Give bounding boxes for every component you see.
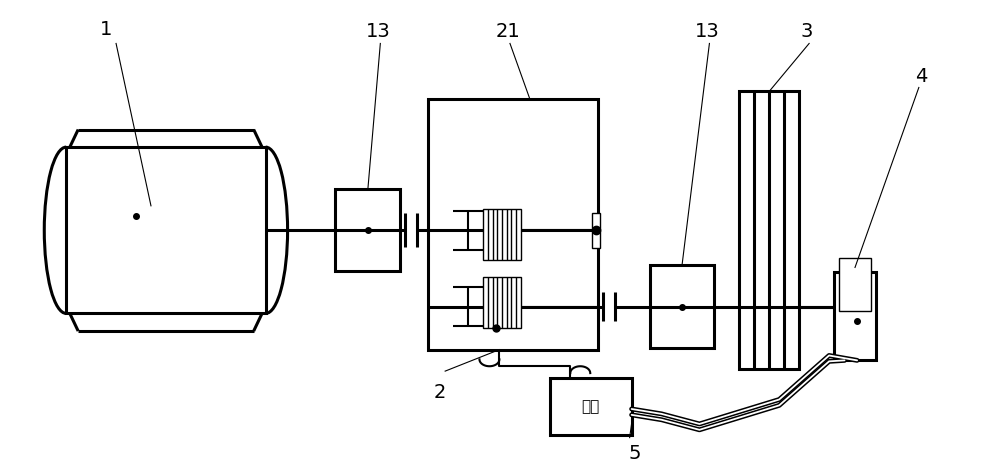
Bar [335, 189, 400, 271]
Text: 1: 1 [100, 20, 112, 38]
Text: 3: 3 [801, 22, 813, 41]
Bar [483, 209, 521, 260]
Bar [739, 91, 799, 369]
Text: 21: 21 [496, 22, 520, 41]
Bar [550, 378, 632, 435]
Bar [650, 265, 714, 348]
Bar [66, 147, 266, 314]
Text: 2: 2 [434, 383, 446, 402]
Text: 5: 5 [628, 445, 641, 463]
Bar [839, 258, 871, 312]
Text: 泵站: 泵站 [582, 399, 600, 414]
Text: 13: 13 [695, 22, 720, 41]
Text: 13: 13 [366, 22, 391, 41]
Text: 4: 4 [915, 66, 927, 86]
Bar [592, 212, 600, 248]
Bar [834, 272, 876, 360]
Bar [428, 99, 598, 350]
Bar [483, 277, 521, 328]
